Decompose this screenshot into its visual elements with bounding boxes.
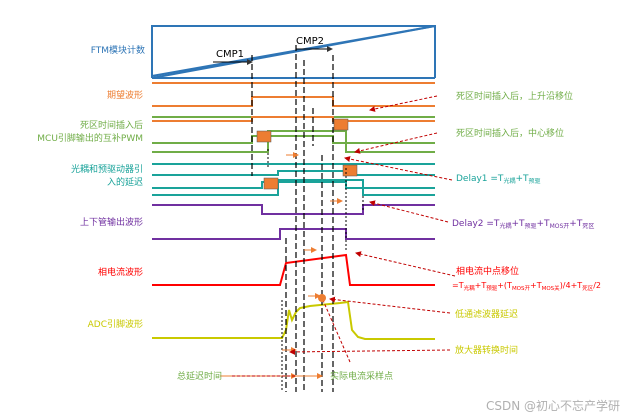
reference-lines [251, 45, 334, 392]
opto-wave [152, 163, 435, 196]
phase-current-wave [152, 253, 435, 286]
lowpass-note: 低通滤波器延迟 [455, 308, 518, 320]
annotation-arrows [232, 95, 456, 377]
updown-label: 上下管输出波形 [80, 216, 143, 228]
ftm-label: FTM模块计数 [91, 44, 145, 56]
watermark: CSDN @初心不忘产学研 [486, 398, 620, 413]
phase-mid-shift-note: 相电流中点移位 [456, 265, 519, 277]
deadzone-block-1 [256, 130, 272, 143]
delay2-note: Delay2 =T光耦+T预驱+TMOS开+T死区 [452, 219, 594, 230]
expected-wave [152, 82, 435, 107]
total-delay-note: 总延迟时间 [177, 370, 222, 382]
opto-label-2: 入的延迟 [107, 176, 143, 188]
deadzone-block-3 [263, 177, 279, 190]
cmp1-label: CMP1 [216, 49, 244, 60]
deadtime-wave [152, 116, 435, 153]
rising-shift-note: 死区时间插入后，上升沿移位 [456, 90, 573, 102]
expected-label: 期望波形 [107, 89, 143, 101]
deadzone-block-4 [342, 164, 358, 177]
phase-formula: =T光耦+T预驱+(TMOS开+TMOS关)/4+T死区/2 [452, 281, 601, 292]
opto-label-1: 光耦和预驱动器引 [71, 163, 143, 175]
cmp2-label: CMP2 [296, 36, 324, 47]
ftm-counter-wave [151, 25, 436, 79]
actual-sample-note: 实际电流采样点 [330, 370, 393, 382]
adc-label: ADC引脚波形 [88, 318, 143, 330]
reference-lines-dotted [267, 149, 364, 392]
amp-time-note: 放大器转换时间 [455, 344, 518, 356]
updown-wave [152, 204, 435, 240]
deadtime-label-1: 死区时间插入后 [80, 119, 143, 131]
adc-wave [152, 300, 435, 340]
phase-label: 相电流波形 [98, 266, 143, 278]
deadtime-label-2: MCU引脚输出的互补PWM [37, 132, 143, 144]
delay1-note: Delay1 =T光耦+T预驱 [456, 174, 541, 185]
center-shift-note: 死区时间插入后，中心移位 [456, 127, 564, 139]
sample-point-dot [318, 294, 326, 302]
deadzone-block-2 [333, 118, 349, 131]
